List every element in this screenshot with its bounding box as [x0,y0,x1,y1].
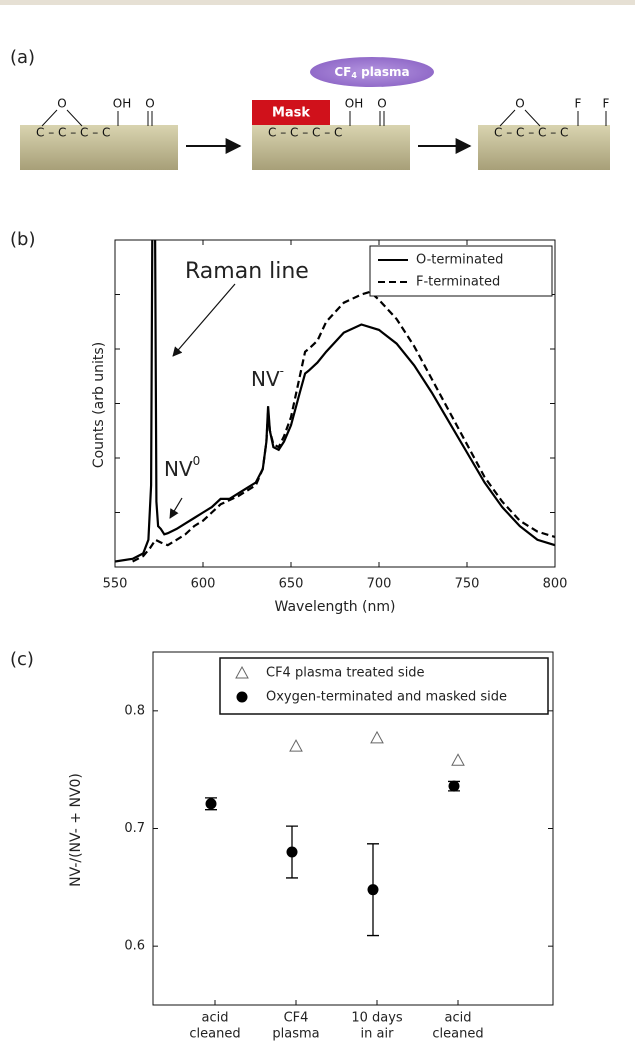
mask-label: Mask [272,106,310,121]
annotation: NV- [251,364,284,391]
panel-label: (a) [10,47,35,68]
group: F [603,97,610,111]
y-axis-label: NV-/(NV- + NV0) [68,773,84,887]
x-tick-label: cleaned [189,1027,240,1042]
circle-marker [236,691,248,703]
plasma [310,57,434,87]
substrate [478,125,610,170]
x-tick-label: 550 [103,577,128,592]
top-band [0,0,635,5]
chain: C – C – C – C [494,126,568,140]
annotation: NV0 [164,454,200,481]
group: OH [345,97,363,111]
panel-label: (b) [10,229,35,250]
circle-marker [448,780,460,792]
x-tick-label: 750 [455,577,480,592]
triangle-marker [235,665,249,679]
y-tick-label: 0.7 [124,821,145,836]
x-tick-label: 650 [279,577,304,592]
circle-marker [286,846,298,858]
circle-marker [367,884,379,896]
legend-label: F-terminated [416,275,500,290]
mask [252,100,330,125]
bond [379,111,385,126]
circle-marker [205,798,217,810]
x-tick-label: 10 days [351,1011,403,1026]
legend-label: O-terminated [416,253,503,268]
x-tick-label: cleaned [432,1027,483,1042]
annotation: Raman line [185,259,309,284]
bond [147,111,153,126]
group: O [377,97,386,111]
panel-label: (c) [10,649,34,670]
substrate [20,125,178,170]
y-axis-label: Counts (arb units) [91,342,107,468]
annotation-arrow [172,283,236,357]
chain: C – C – C – C [268,126,342,140]
x-tick-label: plasma [272,1027,319,1042]
x-tick-label: 700 [367,577,392,592]
y-tick-label: 0.6 [124,939,145,954]
triangle-marker [289,739,303,752]
chain: C – C – C – C [36,126,110,140]
legend-label: Oxygen-terminated and masked side [266,690,507,705]
annotation-arrow [169,497,183,519]
bond [499,109,541,127]
x-tick-label: acid [445,1011,472,1026]
x-tick-label: 600 [191,577,216,592]
plot-lines [115,240,555,563]
group: OH [113,97,131,111]
series-line [115,240,555,563]
x-tick-label: in air [361,1027,395,1042]
x-axis-label: Wavelength (nm) [275,599,396,615]
legend-box [219,657,549,715]
triangle-marker [370,730,384,744]
group: O [145,97,154,111]
substrate [252,125,410,170]
group: O [515,97,524,111]
group: F [575,97,582,111]
x-tick-label: 800 [543,577,568,592]
group: O [57,97,66,111]
x-tick-label: acid [202,1011,229,1026]
y-tick-label: 0.8 [124,703,145,718]
plasma-label: CF4 plasma [334,65,409,80]
bond [41,109,83,127]
series-line [132,290,555,563]
legend-label: CF4 plasma treated side [266,666,425,681]
x-tick-label: CF4 [284,1011,309,1026]
triangle-marker [451,753,465,766]
legend-box [369,245,553,297]
